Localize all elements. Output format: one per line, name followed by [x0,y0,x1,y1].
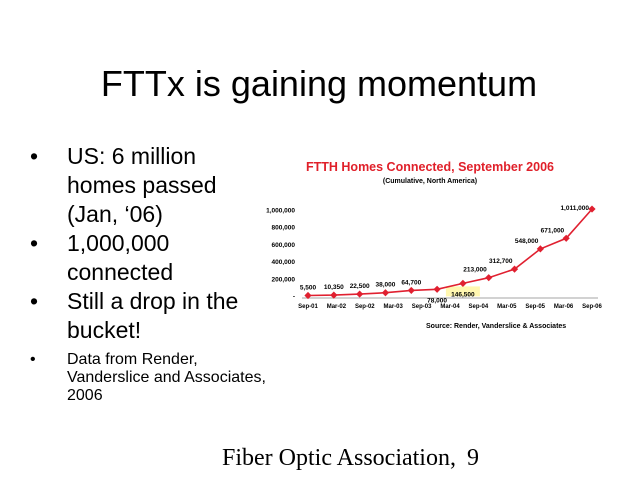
data-point [381,289,390,297]
data-point [562,234,570,242]
x-tick-label: Sep-01 [298,304,318,310]
series-line [307,208,593,297]
y-tick-label: 200,000 [272,276,296,283]
slide-title: FTTx is gaining momentum [100,63,538,104]
bullet-dot-icon: • [30,143,39,169]
y-tick-label: 600,000 [272,242,296,249]
x-tick-label: Sep-06 [582,304,602,310]
y-tick-label: - [293,294,295,301]
data-label: 78,000 [427,297,447,304]
x-tick-label: Mar-03 [384,304,404,310]
bullet-data-source: • Data from Render, Vanderslice and Assoc… [30,351,270,405]
y-tick-label: 400,000 [272,259,296,266]
data-point [588,205,596,213]
data-label: 22,500 [350,283,370,290]
chart-source: Source: Render, Vanderslice & Associates [426,323,566,330]
bullet-us-homes-passed: • US: 6 million homes passed (Jan, ‘06) [30,142,270,229]
y-tick-label: 1,000,000 [266,208,295,215]
x-tick-label: Mar-02 [327,304,347,310]
bullet-connected: • 1,000,000 connected [30,229,270,287]
data-point [356,290,364,298]
x-axis-tick-labels: Sep-01 Mar-02 Sep-02 Mar-03 Sep-03 Mar-04 Sep-… [298,304,602,310]
x-tick-label: Mar-04 [440,304,460,310]
bullet-dot-icon: • [30,351,36,368]
x-tick-label: Mar-05 [497,304,517,310]
bullet-dot-icon: • [30,288,39,314]
x-tick-label: Sep-05 [525,304,545,310]
data-point [485,274,493,282]
data-label: 38,000 [376,282,396,289]
bullet-drop-in-bucket: • Still a drop in the bucket! [30,287,270,345]
bullet-dot-icon: • [30,230,39,256]
bullet-text: 1,000,000 connected [67,230,174,285]
data-labels: 5,500 10,350 22,500 38,000 64,700 78,000 146,5… [300,205,590,304]
chart-subtitle: (Cumulative, North America) [383,178,477,185]
data-label: 312,700 [489,258,513,265]
series-markers [304,205,596,300]
y-axis-tick-labels: - 200,000 400,000 600,000 800,000 1,000,000 [266,208,295,301]
data-point [304,291,312,300]
x-tick-label: Sep-04 [469,304,489,310]
x-tick-label: Sep-02 [355,304,375,310]
bullet-text: Still a drop in the bucket! [67,288,239,343]
bullet-text: US: 6 million homes passed (Jan, ‘06) [67,143,217,227]
highlight-box [445,286,480,297]
ftth-chart: FTTH Homes Connected, September 2006 (Cu… [266,160,602,330]
data-label: 64,700 [401,279,421,286]
chart-title: FTTH Homes Connected, September 2006 [306,160,554,174]
data-label: 548,000 [515,238,539,245]
x-tick-label: Mar-06 [554,304,574,310]
y-tick-label: 800,000 [272,225,296,232]
data-point [459,279,467,288]
footer-organization: Fiber Optic Association, & VDV [222,445,462,471]
data-point [407,286,415,295]
data-label: 10,350 [324,284,344,291]
bullet-text: Data from Render, Vanderslice and Associ… [67,351,266,404]
highlight-rect [445,286,480,297]
data-point [536,245,544,253]
bullet-list: • US: 6 million homes passed (Jan, ‘06) •… [30,142,270,405]
data-point [433,285,441,293]
page-number: 9 [467,445,479,471]
data-label: 5,500 [300,285,317,292]
data-label: 146,500 [451,291,475,298]
x-tick-label: Sep-03 [412,304,432,310]
data-label: 671,000 [541,227,565,234]
data-label: 213,000 [463,267,487,274]
data-label: 1,011,000 [560,205,589,212]
